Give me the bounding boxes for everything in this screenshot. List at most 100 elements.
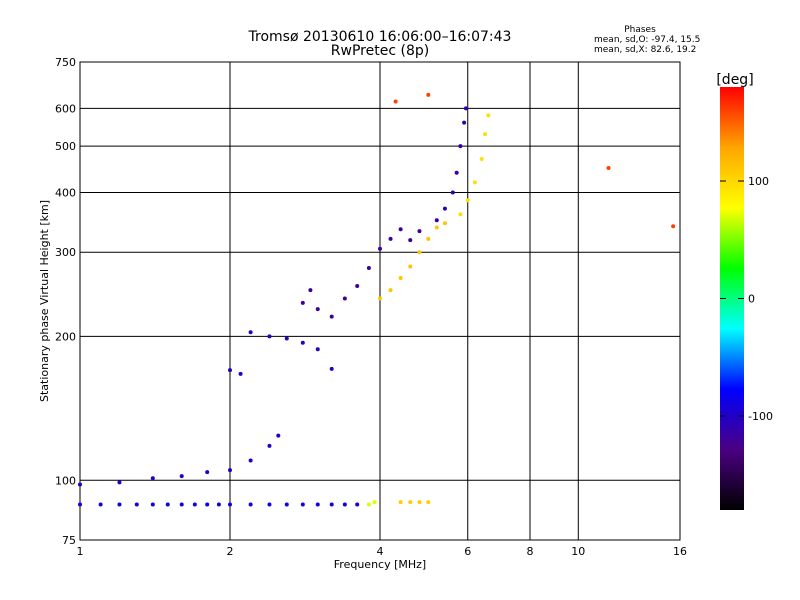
y-tick-label: 300 xyxy=(55,246,76,259)
data-point xyxy=(284,336,289,341)
colorbar-ticks: 100 0 -100 xyxy=(720,175,773,423)
data-point xyxy=(267,334,272,339)
y-tick-label: 500 xyxy=(55,140,76,153)
data-point xyxy=(388,288,393,293)
data-point xyxy=(426,92,431,97)
data-point xyxy=(228,502,232,507)
data-point xyxy=(462,120,467,125)
data-point xyxy=(408,264,413,269)
data-point xyxy=(426,500,431,505)
data-point xyxy=(417,500,422,505)
chart-title: Tromsø 20130610 16:06:00–16:07:43 xyxy=(248,29,512,45)
y-tick-label: 400 xyxy=(55,186,76,199)
data-point xyxy=(329,366,334,371)
x-axis-label: Frequency [MHz] xyxy=(334,558,426,571)
data-point xyxy=(267,502,272,507)
y-tick-label: 200 xyxy=(55,330,76,343)
legend-title: Phases xyxy=(624,25,656,35)
data-point xyxy=(315,502,320,507)
data-point xyxy=(228,468,232,473)
data-point xyxy=(192,502,197,507)
legend-line-x: mean, sd,X: 82.6, 19.2 xyxy=(594,45,696,55)
data-point xyxy=(267,443,272,448)
data-point xyxy=(342,296,347,301)
data-point xyxy=(284,502,289,507)
x-tick-label: 2 xyxy=(227,545,234,558)
x-tick-label: 10 xyxy=(571,545,585,558)
data-point xyxy=(117,480,122,485)
data-point xyxy=(78,502,82,507)
x-tick-label: 16 xyxy=(673,545,687,558)
data-point xyxy=(165,502,170,507)
data-point xyxy=(450,190,455,195)
data-point xyxy=(315,307,320,312)
grid-lines xyxy=(80,62,680,540)
data-point xyxy=(479,157,484,162)
axis-ticks: 1 2 4 6 8 10 16 75 100 200 300 400 500 600 750 xyxy=(55,56,687,558)
y-tick-label: 600 xyxy=(55,102,76,115)
data-point xyxy=(465,198,470,203)
data-point xyxy=(417,229,422,234)
data-point xyxy=(372,500,377,505)
data-point xyxy=(308,288,313,293)
data-point xyxy=(355,502,360,507)
data-point xyxy=(117,502,122,507)
data-point xyxy=(179,502,184,507)
data-point xyxy=(458,212,463,217)
data-point xyxy=(434,218,439,223)
data-point xyxy=(417,250,422,255)
y-tick-label: 100 xyxy=(55,474,76,487)
data-point xyxy=(228,368,232,373)
data-point xyxy=(398,275,403,280)
legend-line-o: mean, sd,O: -97.4, 15.5 xyxy=(594,35,700,45)
data-point xyxy=(329,314,334,319)
x-tick-label: 6 xyxy=(464,545,471,558)
data-point xyxy=(378,246,382,251)
data-point xyxy=(315,347,320,352)
data-point xyxy=(408,238,413,243)
colorbar-tick-label: -100 xyxy=(748,410,773,423)
data-point xyxy=(426,236,431,241)
data-point xyxy=(248,502,253,507)
data-point xyxy=(472,180,477,185)
colorbar-tick-label: 100 xyxy=(748,175,769,188)
data-point xyxy=(393,99,398,104)
chart-subtitle: RwPretec (8p) xyxy=(331,43,429,59)
data-point xyxy=(458,144,463,149)
data-point xyxy=(408,500,413,505)
y-axis-label: Stationary phase Virtual Height [km] xyxy=(38,200,51,402)
data-point xyxy=(366,502,371,507)
data-point xyxy=(300,340,305,345)
data-point xyxy=(248,458,253,463)
data-point xyxy=(671,224,676,229)
data-point xyxy=(205,470,210,475)
data-point xyxy=(150,476,155,481)
data-point xyxy=(434,225,439,230)
data-point xyxy=(483,132,488,137)
data-point xyxy=(342,502,347,507)
data-point xyxy=(238,371,243,376)
data-point xyxy=(442,221,447,226)
data-point xyxy=(216,502,221,507)
data-point xyxy=(276,433,281,438)
colorbar-label: [deg] xyxy=(716,72,753,88)
data-point xyxy=(329,502,334,507)
data-point xyxy=(205,502,210,507)
data-point xyxy=(454,170,459,175)
data-point xyxy=(378,296,382,301)
data-point xyxy=(248,330,253,335)
data-point xyxy=(398,227,403,232)
data-point xyxy=(150,502,155,507)
data-points xyxy=(78,92,676,507)
data-point xyxy=(355,283,360,288)
data-point xyxy=(486,113,491,118)
data-point xyxy=(134,502,139,507)
data-point xyxy=(606,166,611,171)
data-point xyxy=(300,300,305,305)
data-point xyxy=(366,266,371,271)
x-tick-label: 8 xyxy=(527,545,534,558)
x-tick-label: 1 xyxy=(77,545,84,558)
data-point xyxy=(300,502,305,507)
data-point xyxy=(398,500,403,505)
